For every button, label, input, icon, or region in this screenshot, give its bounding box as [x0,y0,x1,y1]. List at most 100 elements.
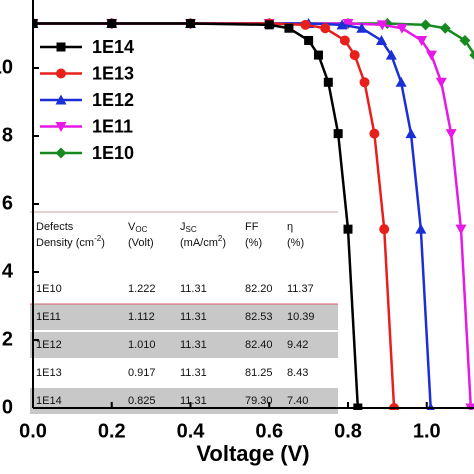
table-cell: 10.39 [287,311,315,323]
marker [333,129,343,139]
table-cell: 1.222 [128,283,156,295]
table-header: Defects [36,221,74,233]
table-cell: 1E11 [36,311,61,323]
table-cell: 1E13 [36,367,62,379]
marker [420,19,432,31]
table-cell: 1E10 [36,283,62,295]
marker [339,35,350,46]
table-cell: 82.20 [245,283,273,295]
header-part: SC [186,225,197,234]
table-header: JSC [180,221,197,234]
legend-label: 1E14 [92,37,134,57]
table-cell: 0.825 [128,395,156,407]
marker [56,68,66,79]
row-shade [30,332,338,358]
table-header: (mA/cm2) [180,234,226,249]
marker [353,403,363,410]
marker [349,50,360,61]
table-header: (Volt) [128,237,154,249]
header-part: ) [222,237,226,249]
table-cell: 11.31 [180,283,207,295]
table-header: (%) [287,237,304,249]
table-header: Density (cm-2) [36,234,105,249]
marker [264,20,274,30]
marker [336,19,348,30]
marker [445,129,457,140]
table-cell: 81.25 [245,367,273,379]
x-tick-label: 0.2 [98,420,126,442]
marker [320,23,331,34]
marker [343,224,353,234]
marker [376,20,388,31]
marker [439,22,451,34]
table-cell: 11.37 [287,283,314,295]
header-part: -2 [94,234,102,243]
table-cell: 79.30 [245,395,273,407]
marker [425,50,437,61]
header-part: ) [101,237,105,249]
marker [416,35,428,46]
table-header: (%) [245,237,262,249]
marker [435,77,447,88]
y-tick-label: 6 [2,192,13,214]
marker [33,18,38,28]
table-cell: 11.31 [180,311,207,323]
marker [56,42,66,52]
marker [304,35,314,45]
header-part: FF [245,221,259,233]
table-cell: 11.31 [180,395,207,407]
header-part: (%) [287,237,304,249]
table-cell: 1E14 [36,395,62,407]
y-tick-label: 10 [0,56,13,78]
header-part: (mA/cm [180,237,218,249]
marker [107,18,117,28]
y-tick-label: 0 [2,396,13,418]
table-header: η [287,221,293,233]
header-part: Defects [36,221,74,233]
x-tick-label: 0.8 [334,420,362,442]
header-part: (Volt) [128,237,154,249]
marker [385,49,397,60]
marker [405,128,417,139]
marker [459,34,471,46]
legend-label: 1E12 [92,90,134,110]
legend-label: 1E10 [92,143,134,163]
row-shade [30,388,338,414]
marker [369,128,380,139]
marker [284,23,294,33]
table-cell: 1.112 [128,311,155,323]
header-part: Density (cm [36,237,94,249]
x-tick-label: 0.0 [19,420,47,442]
row-shade [30,304,338,330]
marker [375,34,387,45]
header-part: V [128,221,136,233]
axes: 0.0 0.2 0.4 0.6 0.8 1.0 0 2 4 6 8 10 1E14 1E13 1E12 1E1… [0,0,474,442]
table-cell: 11.31 [180,339,207,351]
marker [55,147,67,159]
table-cell: 1E12 [36,339,62,351]
marker [359,77,370,88]
marker [342,18,354,29]
marker [396,23,408,34]
marker [313,50,323,60]
legend-label: 1E13 [92,63,134,83]
header-part: (%) [245,237,262,249]
y-tick-label: 2 [2,328,13,350]
y-tick-label: 4 [2,260,14,282]
plot-area [33,17,474,410]
marker [300,19,311,30]
marker [395,76,407,87]
table-cell: 82.40 [245,339,273,351]
marker [455,224,467,235]
marker [323,77,333,87]
table-cell: 0.917 [128,367,156,379]
marker [186,18,195,28]
header-part: η [287,221,293,233]
marker [55,122,67,132]
x-axis-label: Voltage (V) [196,441,309,466]
x-tick-label: 0.4 [177,420,206,442]
table-cell: 7.40 [287,395,308,407]
table-cell: 11.31 [180,367,207,379]
marker [469,50,474,60]
